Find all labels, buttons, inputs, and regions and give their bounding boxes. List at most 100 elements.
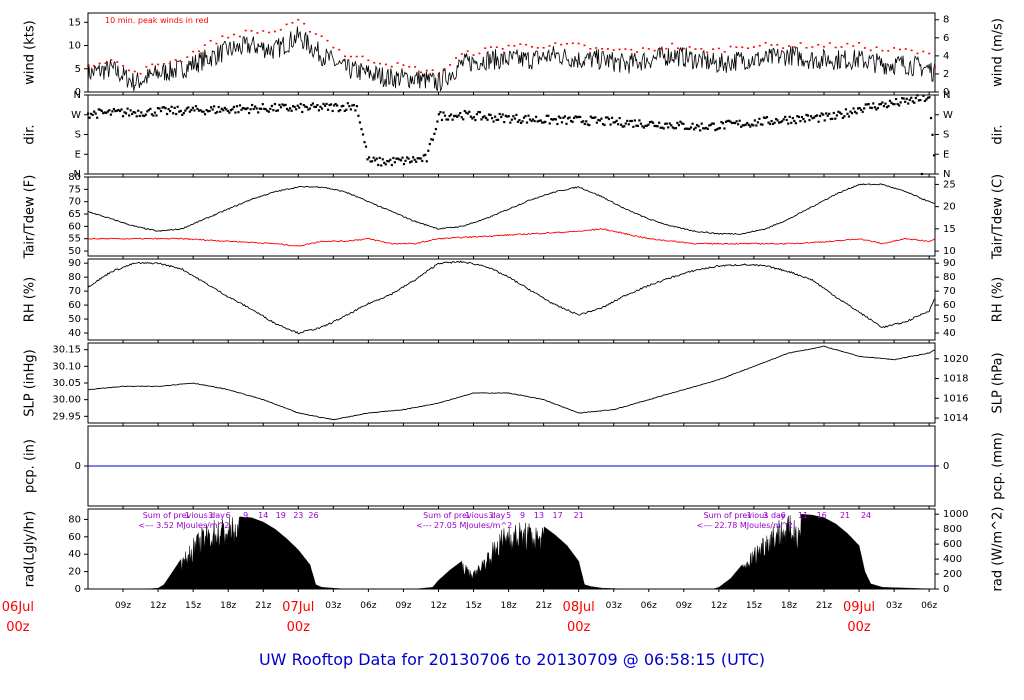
dir-point [588, 124, 591, 127]
dir-point [357, 114, 360, 117]
dir-point [614, 121, 617, 124]
dir-point [866, 103, 869, 106]
dir-point [658, 121, 661, 124]
dir-point [715, 128, 718, 131]
dir-point [185, 107, 188, 110]
dir-point [342, 104, 345, 107]
wind-left-tick-label: 5 [75, 64, 81, 75]
dir-point [808, 118, 811, 122]
dir-point [158, 107, 161, 110]
wind-peak-point [139, 72, 142, 75]
dir-point [424, 153, 427, 156]
dir-point [334, 102, 337, 106]
rad-hour-marker: 3 [208, 511, 213, 520]
dir-point [484, 116, 488, 120]
dir-point [733, 121, 737, 125]
dir-point [776, 119, 779, 122]
rh-left-tick-label: 40 [68, 328, 81, 339]
dir-point [167, 108, 170, 111]
dir-point [275, 109, 278, 112]
dir-point [257, 111, 260, 114]
dir-point [636, 124, 639, 128]
dir-point [282, 104, 286, 107]
dir-point [165, 112, 169, 116]
dir-point [703, 127, 706, 130]
dir-point [899, 101, 902, 104]
dir-point [140, 111, 143, 114]
dir-point [680, 122, 684, 125]
dir-point [419, 157, 422, 160]
wind-peak-point [922, 50, 925, 53]
dir-point [753, 119, 756, 122]
dir-point [378, 156, 381, 160]
dir-point [292, 105, 295, 108]
wind-peak-point [145, 66, 148, 68]
dir-point [217, 105, 220, 109]
dir-point [724, 120, 728, 123]
wind-peak-point [308, 30, 311, 33]
dir-point [574, 115, 577, 118]
dir-point [708, 124, 711, 127]
dir-point [521, 120, 524, 123]
rad-hour-marker: 11 [798, 511, 808, 520]
wind-peak-point [565, 42, 568, 45]
dir-point [846, 112, 849, 115]
dir-point [109, 113, 112, 116]
dir-point [702, 127, 705, 130]
dir-point [345, 108, 348, 111]
wind-peak-point [694, 48, 697, 50]
dir-point [673, 127, 676, 130]
dir-point [677, 124, 680, 127]
wind-peak-point [501, 48, 504, 50]
x-tick-label: 09z [676, 601, 692, 611]
dir-point [395, 157, 398, 160]
wind-peak-point [478, 52, 481, 55]
wind-peak-point [601, 47, 604, 50]
dir-point [615, 119, 618, 122]
dir-point [172, 112, 175, 115]
dir-point [120, 108, 123, 111]
wind-peak-point [712, 48, 715, 51]
dir-point [573, 116, 576, 120]
dir-point [149, 107, 152, 110]
wind-peak-point [227, 36, 230, 39]
wind-peak-point [425, 69, 428, 72]
wind-peak-point [490, 46, 493, 48]
slp-right-tick-label: 1016 [943, 393, 968, 404]
dir-point [87, 112, 90, 115]
dir-right-tick-label: W [943, 110, 953, 121]
dir-point [882, 104, 886, 108]
wind-peak-point [437, 74, 440, 77]
dir-point [598, 119, 602, 122]
dir-point [465, 111, 468, 114]
dir-point [434, 127, 437, 131]
dir-point [601, 122, 605, 126]
x-tick-label: 18z [781, 601, 797, 611]
dir-point [269, 107, 272, 110]
dir-left-tick-label: E [75, 149, 81, 160]
wind-peak-point [238, 35, 241, 38]
dir-point [767, 121, 770, 124]
rh-frame [87, 258, 936, 341]
dir-point [791, 116, 794, 120]
dir-point [758, 117, 761, 120]
wind-peak-point [700, 48, 703, 50]
dir-point [372, 156, 375, 159]
dir-point [416, 157, 419, 160]
dir-point [433, 132, 436, 135]
dir-point [211, 108, 214, 111]
dir-point [852, 107, 855, 110]
dir-point [380, 164, 383, 167]
pcp-right-tick-label: 0 [943, 461, 949, 472]
wind-peak-point [893, 47, 896, 49]
wind-peak-point [665, 47, 668, 50]
dir-point [153, 111, 157, 114]
wind-peak-point [291, 22, 294, 24]
dir-point [264, 108, 267, 111]
dir-point [749, 125, 752, 128]
dir-point [232, 105, 236, 109]
wind-peak-point [928, 52, 931, 55]
dir-point [659, 126, 662, 129]
dir-point [500, 115, 503, 119]
rh-right-tick-label: 80 [943, 272, 956, 283]
